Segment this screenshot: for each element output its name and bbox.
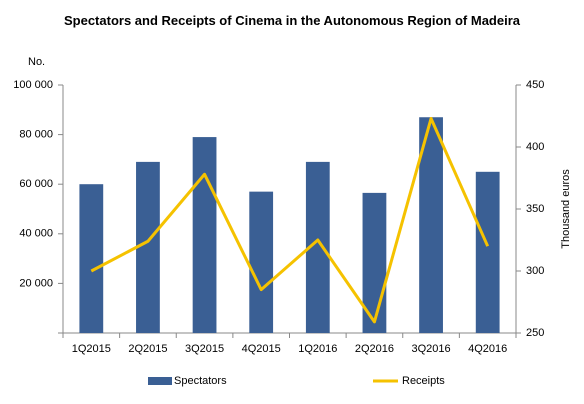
x-tick-label: 1Q2016 xyxy=(298,343,337,355)
y2-axis-label: Thousand euros xyxy=(560,169,572,249)
y-tick-label: 100 000 xyxy=(13,79,53,91)
x-tick-label: 4Q2016 xyxy=(468,343,507,355)
bar xyxy=(136,161,160,333)
bar xyxy=(419,117,443,334)
y2-tick-label: 250 xyxy=(526,327,544,339)
x-tick-label: 2Q2016 xyxy=(355,343,394,355)
y2-tick-label: 400 xyxy=(526,141,544,153)
x-tick-label: 3Q2016 xyxy=(411,343,450,355)
y-tick-label: 20 000 xyxy=(19,277,53,289)
x-tick-label: 2Q2015 xyxy=(128,343,167,355)
line xyxy=(90,116,490,324)
chart-title: Spectators and Receipts of Cinema in the… xyxy=(63,13,520,28)
y-tick-label: 60 000 xyxy=(19,178,53,190)
legend-label: Spectators xyxy=(174,375,227,387)
y-tick-label: 80 000 xyxy=(19,129,53,141)
y-tick-label: 40 000 xyxy=(19,228,53,240)
x-tick-label: 4Q2015 xyxy=(242,343,281,355)
bar xyxy=(305,161,330,333)
y2-tick-label: 350 xyxy=(526,203,544,215)
legend-label: Receipts xyxy=(402,375,445,387)
x-tick-label: 1Q2015 xyxy=(72,343,111,355)
x-tick-label: 3Q2015 xyxy=(185,343,224,355)
bar xyxy=(192,137,217,333)
bar xyxy=(475,171,500,333)
y2-tick-label: 450 xyxy=(526,79,544,91)
bar xyxy=(79,184,104,333)
y-axis-label: No. xyxy=(28,56,45,68)
bar xyxy=(249,191,274,333)
legend-swatch xyxy=(148,377,172,385)
y2-tick-label: 300 xyxy=(526,265,544,277)
